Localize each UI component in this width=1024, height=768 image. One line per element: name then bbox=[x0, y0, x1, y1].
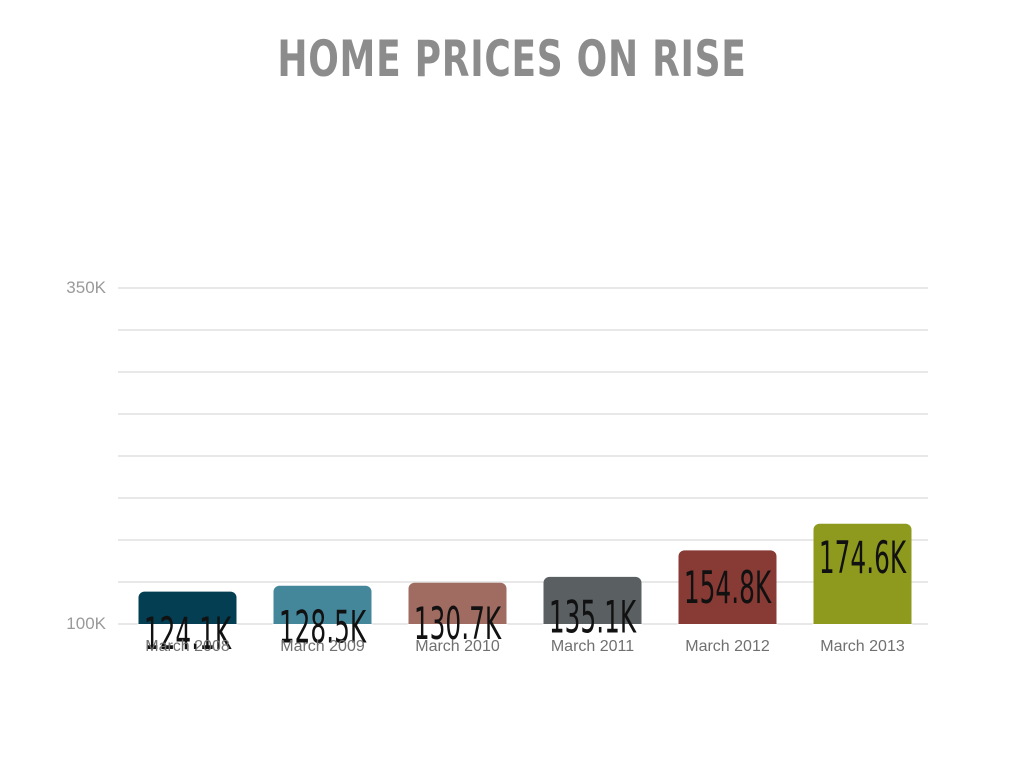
bar-base-mask bbox=[272, 624, 373, 632]
bar-2 bbox=[408, 582, 507, 630]
chart-title: HOME PRICES ON RISE bbox=[277, 30, 747, 88]
bar-3 bbox=[543, 576, 642, 630]
value-label: 154.8K bbox=[684, 561, 772, 614]
x-tick-labels: March 2008 March 2009 March 2010 March 2011… bbox=[145, 638, 905, 655]
x-tick-label: March 2012 bbox=[685, 638, 770, 655]
bar-4 bbox=[678, 550, 777, 630]
value-labels: 124.1K 128.5K 130.7K 135.1K 154.8K 174.6K bbox=[144, 531, 907, 660]
x-tick-label: March 2013 bbox=[820, 638, 905, 655]
gridlines bbox=[118, 287, 928, 625]
x-tick-label: March 2010 bbox=[415, 638, 500, 655]
x-tick-label: March 2011 bbox=[551, 638, 634, 655]
value-label: 174.6K bbox=[819, 531, 907, 584]
value-label: 128.5K bbox=[279, 600, 367, 653]
bars bbox=[137, 523, 913, 632]
x-tick-label: March 2009 bbox=[280, 638, 365, 655]
y-tick-label-max: 350K bbox=[66, 278, 106, 297]
bar-base-mask bbox=[407, 624, 508, 632]
bar-base-mask bbox=[812, 624, 913, 632]
value-label: 124.1K bbox=[144, 607, 232, 660]
bar-base-mask bbox=[542, 624, 643, 632]
value-label: 130.7K bbox=[414, 597, 502, 650]
bar-1 bbox=[273, 585, 372, 630]
value-label: 135.1K bbox=[549, 591, 637, 644]
y-tick-label-min: 100K bbox=[66, 614, 106, 633]
bar-base-mask bbox=[677, 624, 778, 632]
bar-5 bbox=[813, 523, 912, 630]
bar-0 bbox=[138, 591, 237, 630]
bar-base-mask bbox=[137, 624, 238, 632]
x-tick-label: March 2008 bbox=[145, 638, 230, 655]
